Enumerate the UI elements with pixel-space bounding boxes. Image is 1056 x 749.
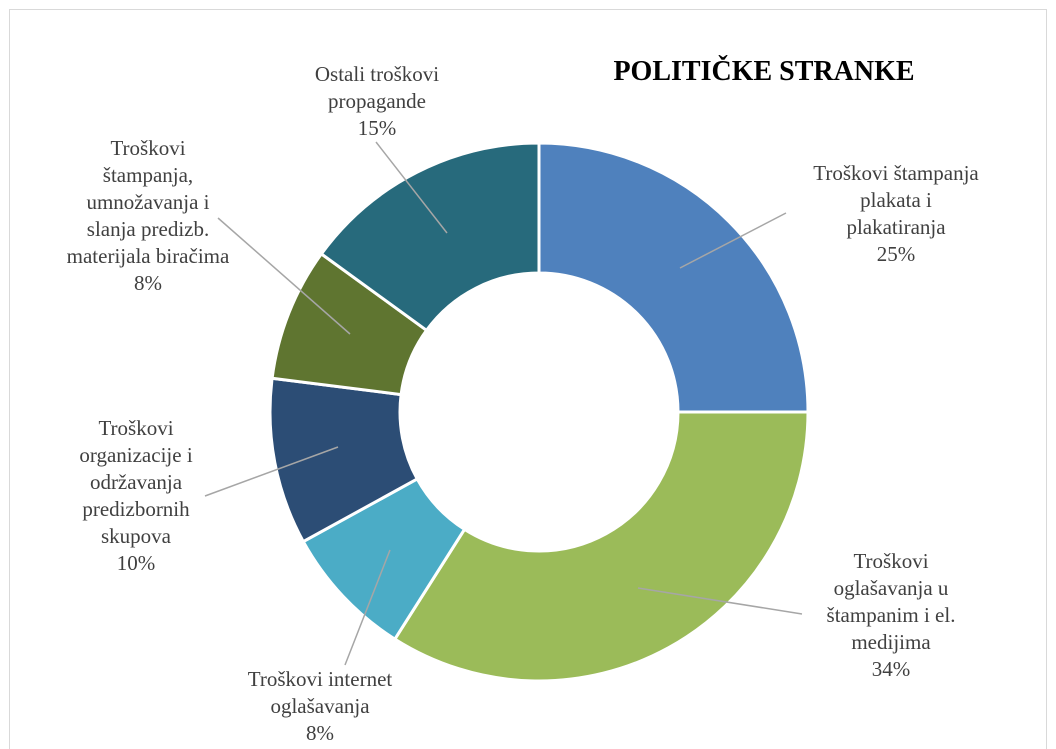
data-label-line: plakata i bbox=[860, 188, 932, 212]
slice-5 bbox=[319, 141, 541, 333]
data-label-line: održavanja bbox=[90, 470, 183, 494]
leader-line-1 bbox=[637, 587, 803, 615]
labels-group: Troškovi štampanja plakata i plakatiranja 2… bbox=[67, 62, 980, 745]
data-label-line: materijala biračima bbox=[67, 244, 230, 268]
chart-title: POLITIČKE STRANKE bbox=[613, 56, 914, 87]
data-label-line: Troškovi štampanja bbox=[813, 161, 979, 185]
data-label-line: Troškovi bbox=[110, 136, 185, 160]
data-label-line: Troškovi internet bbox=[248, 667, 393, 691]
data-label-line: oglašavanja u bbox=[834, 576, 949, 600]
data-label-4: Troškovi štampanja, umnožavanja i slanja pr… bbox=[67, 136, 230, 295]
data-label-line: medijima bbox=[851, 630, 931, 654]
leader-line-5 bbox=[375, 141, 448, 234]
data-label-5: Ostali troškovi propagande 15% bbox=[315, 62, 439, 140]
leader-line-4 bbox=[217, 217, 351, 335]
data-label-3: Troškovi organizacije i održavanja predizbo… bbox=[79, 416, 192, 575]
data-label-line: predizbornih bbox=[82, 497, 190, 521]
data-label-line: Ostali troškovi bbox=[315, 62, 439, 86]
data-label-1: Troškovi oglašavanja u štampanim i el. medi… bbox=[827, 549, 956, 681]
data-label-line: slanja predizb. bbox=[87, 217, 209, 241]
data-label-line: skupova bbox=[101, 524, 172, 548]
data-label-percent: 10% bbox=[117, 551, 156, 575]
data-label-2: Troškovi internet oglašavanja 8% bbox=[248, 667, 393, 745]
data-label-line: štampanja, bbox=[103, 163, 193, 187]
data-label-percent: 8% bbox=[306, 721, 334, 745]
data-label-0: Troškovi štampanja plakata i plakatiranja 2… bbox=[813, 161, 979, 266]
data-label-line: Troškovi bbox=[98, 416, 173, 440]
slice-0 bbox=[537, 141, 810, 414]
leader-line-3 bbox=[204, 446, 339, 497]
leader-line-2 bbox=[344, 549, 391, 666]
data-label-line: propagande bbox=[328, 89, 426, 113]
leader-line-0 bbox=[679, 212, 787, 269]
data-label-percent: 34% bbox=[872, 657, 911, 681]
data-label-percent: 15% bbox=[358, 116, 397, 140]
slice-1 bbox=[392, 410, 810, 683]
data-label-line: plakatiranja bbox=[846, 215, 946, 239]
slices-group bbox=[268, 141, 810, 683]
data-label-line: oglašavanja bbox=[270, 694, 370, 718]
data-label-line: organizacije i bbox=[79, 443, 192, 467]
data-label-percent: 8% bbox=[134, 271, 162, 295]
leader-lines-group bbox=[204, 141, 803, 666]
data-label-line: Troškovi bbox=[853, 549, 928, 573]
data-label-line: štampanim i el. bbox=[827, 603, 956, 627]
data-label-percent: 25% bbox=[877, 242, 916, 266]
data-label-line: umnožavanja i bbox=[86, 190, 209, 214]
